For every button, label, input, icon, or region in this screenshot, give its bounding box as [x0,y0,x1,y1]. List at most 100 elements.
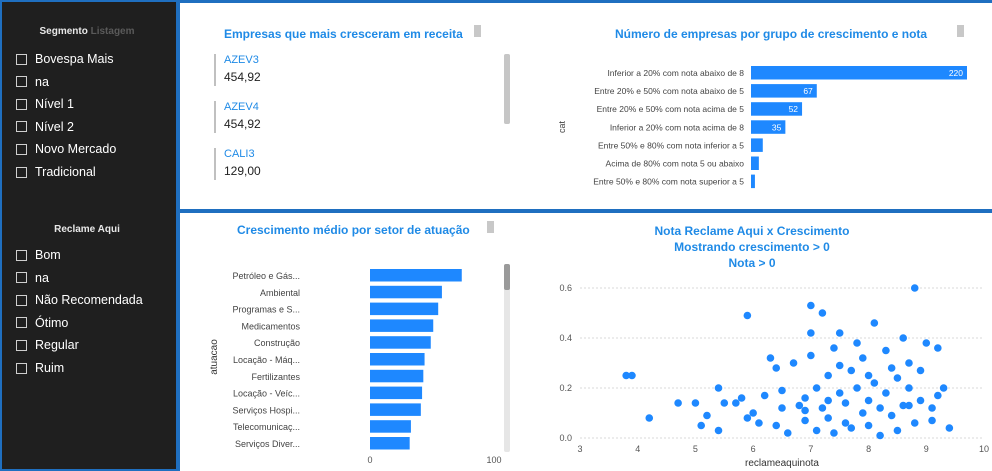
scatter-x-axis-label: reclameaquinota [745,458,819,469]
scatter-x-tick: 3 [577,444,582,454]
scatter-point [622,371,630,380]
cards-scrollbar[interactable] [504,54,510,124]
scatter-y-tick: 0.0 [559,433,572,443]
setor-category-label: Serviços Hospi... [232,405,300,415]
segmento-option-5[interactable]: Tradicional [16,163,96,181]
checkbox[interactable] [16,143,27,155]
reclame-option-4[interactable]: Regular [16,336,79,354]
setor-bar [370,403,421,416]
scatter-point [910,419,919,427]
checkbox[interactable] [16,272,27,284]
scatter-point [835,329,844,337]
scatter-point [818,309,827,317]
segmento-option-4[interactable]: Novo Mercado [16,140,116,158]
scatter-point [928,404,936,412]
scatter-point [789,359,798,367]
checkbox[interactable] [16,362,27,374]
scatter-point [934,391,942,400]
scatter-x-tick: 4 [635,444,640,454]
scatter-point [882,346,890,355]
focus-mode-icon[interactable] [474,25,481,37]
segmento-option-2[interactable]: Nível 1 [16,95,74,113]
grupo-y-axis-label: cat [557,121,567,134]
reclame-option-5[interactable]: Ruim [16,359,64,377]
scatter-chart-title: Nota Reclame Aqui x Crescimento Mostrand… [560,223,944,271]
checkbox[interactable] [16,76,27,88]
checkbox[interactable] [16,294,27,306]
setor-scrollbar[interactable] [504,264,510,452]
scatter-point [887,364,896,372]
scatter-point [859,409,867,417]
card-company-code: AZEV3 [224,54,259,66]
top-border [180,0,992,3]
option-label: Não Recomendada [35,293,143,308]
reclame-option-0[interactable]: Bom [16,246,61,264]
checkbox[interactable] [16,98,27,110]
cards-scroll-thumb[interactable] [504,54,510,124]
scatter-point [859,354,867,362]
segmento-option-0[interactable]: Bovespa Mais [16,50,114,68]
scatter-point [824,371,832,380]
grupo-bar [751,66,967,80]
card-growth-value: 454,92 [224,70,261,84]
scatter-point [939,384,948,392]
grupo-chart-title: Número de empresas por grupo de crescime… [615,27,928,41]
scatter-point [870,379,879,387]
setor-category-label: Programas e S... [232,305,300,315]
setor-category-label: Fertilizantes [251,372,300,382]
segmento-option-1[interactable]: na [16,73,49,91]
scatter-point [674,399,682,407]
scatter-point [835,389,844,397]
checkbox[interactable] [16,166,27,178]
scatter-point [743,414,752,422]
option-label: Bovespa Mais [35,52,114,66]
scatter-point [876,431,884,440]
scatter-title-line-2: Mostrando crescimento > 0 [674,240,830,254]
grupo-bar [751,156,759,170]
setor-bar [370,369,424,383]
scatter-point [870,319,879,327]
segmento-title-text: Segmento [39,26,88,37]
card-growth-value: 129,00 [224,164,261,178]
grupo-data-label: 35 [772,122,782,132]
scatter-y-tick: 0.6 [559,283,572,293]
filter-sidebar: Segmento Listagem Bovespa Mais na Nível 1 N… [0,0,176,471]
scatter-point [714,426,723,435]
scatter-point [887,411,896,420]
scatter-point [807,301,815,310]
option-label: Tradicional [35,165,96,179]
segmento-option-3[interactable]: Nível 2 [16,118,74,136]
scatter-point [732,399,740,407]
checkbox[interactable] [16,249,27,261]
focus-mode-icon-2[interactable] [957,25,964,37]
scatter-point [778,386,786,395]
setor-chart-title: Crescimento médio por setor de atuação [237,223,470,237]
scatter-x-tick: 9 [924,444,929,454]
setor-scroll-thumb[interactable] [504,264,510,290]
scatter-title-line-1: Nota Reclame Aqui x Crescimento [654,224,850,238]
setor-bar [370,302,439,316]
vertical-divider [176,0,180,471]
grupo-data-label: 52 [789,104,799,114]
checkbox[interactable] [16,339,27,351]
setor-bar [370,336,431,349]
scatter-x-tick: 10 [979,444,989,454]
focus-mode-icon-3[interactable] [487,221,494,233]
checkbox[interactable] [16,121,27,133]
reclame-option-3[interactable]: Ótimo [16,314,68,332]
option-label: na [35,74,49,89]
grupo-category-label: Entre 20% e 50% com nota abaixo de 5 [594,86,744,96]
horizontal-divider [180,209,992,213]
checkbox[interactable] [16,53,27,65]
reclame-option-2[interactable]: Não Recomendada [16,291,143,309]
setor-bar [370,269,462,282]
scatter-point [749,409,757,417]
scatter-point [910,284,919,292]
scatter-point [772,364,781,372]
grupo-category-label: Inferior a 20% com nota abaixo de 8 [607,68,744,78]
scatter-point [916,366,925,375]
reclame-option-1[interactable]: na [16,269,49,287]
grupo-bar [751,174,755,189]
scatter-point [905,359,913,367]
checkbox[interactable] [16,317,27,329]
